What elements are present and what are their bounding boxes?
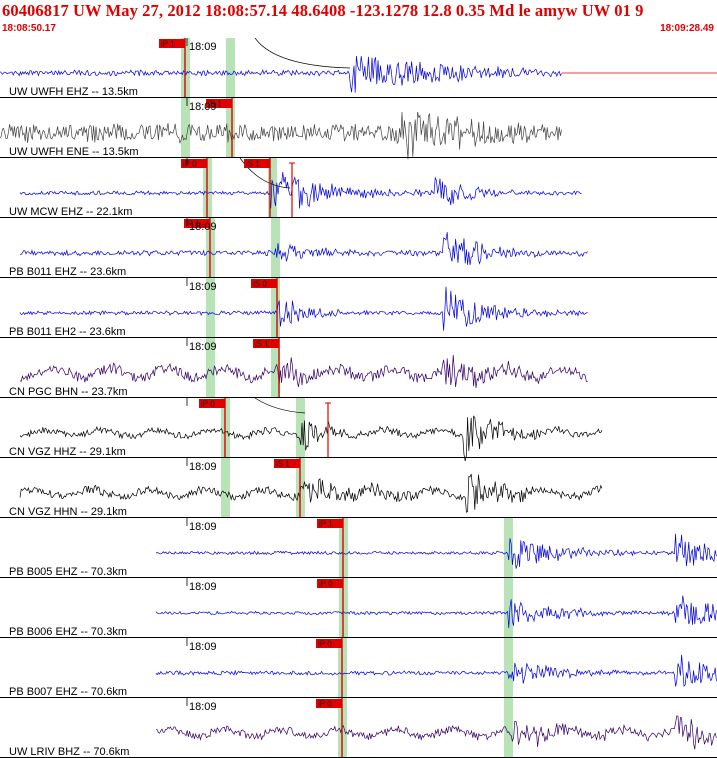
waveform-trace	[155, 654, 717, 687]
analysis-window	[221, 458, 230, 518]
pick-flag[interactable]	[206, 99, 232, 108]
waveform-trace	[155, 595, 717, 629]
waveform-trace	[19, 415, 603, 462]
analysis-window	[504, 518, 513, 578]
pick-flag[interactable]	[253, 339, 279, 348]
waveform-trace	[0, 111, 562, 160]
analysis-window	[271, 218, 280, 278]
pick-flag[interactable]	[316, 699, 342, 708]
station-label: UW MCW EHZ -- 22.1km	[9, 206, 132, 218]
pick-flag-label: iP 0	[318, 640, 332, 649]
pick-flag[interactable]	[184, 219, 210, 228]
time-mark: 18:09	[189, 581, 217, 593]
station-label: UW UWFH EHZ -- 13.5km	[9, 86, 138, 98]
analysis-window	[504, 698, 513, 758]
pick-flag[interactable]	[181, 159, 207, 168]
station-label: PB B006 EHZ -- 70.3km	[9, 626, 127, 638]
analysis-window	[226, 98, 235, 158]
time-mark: 18:09	[189, 221, 217, 233]
analysis-window	[206, 338, 215, 398]
pick-flag-label: iP 1	[161, 40, 175, 49]
waveform-trace	[19, 171, 582, 209]
start-time-label: 18:08:50.17	[2, 23, 56, 34]
analysis-window	[268, 158, 277, 218]
station-label: CN PGC BHN -- 23.7km	[9, 386, 128, 398]
arrival-curve	[254, 38, 351, 69]
time-mark: 18:09	[189, 281, 217, 293]
station-label: UW LRIV BHZ -- 70.6km	[9, 746, 129, 758]
event-header: 60406817 UW May 27, 2012 18:08:57.14 48.…	[0, 0, 717, 38]
time-mark: 18:09	[189, 41, 217, 53]
station-label: CN VGZ HHZ -- 29.1km	[9, 446, 126, 458]
time-mark: 18:09	[189, 521, 217, 533]
pick-flag[interactable]	[199, 399, 225, 408]
pick-flag-label: iS 1	[255, 340, 269, 349]
time-mark: 18:09	[189, 701, 217, 713]
arrival-curve	[239, 157, 291, 189]
pick-flag[interactable]	[317, 579, 343, 588]
event-title: 60406817 UW May 27, 2012 18:08:57.14 48.…	[2, 1, 644, 20]
pick-flag[interactable]	[274, 459, 300, 468]
waveform-trace	[0, 55, 562, 93]
pick-flag[interactable]	[316, 639, 342, 648]
pick-flag[interactable]	[251, 279, 277, 288]
time-mark: 18:09	[189, 341, 217, 353]
waveform-trace	[155, 533, 717, 569]
station-label: CN VGZ HHN -- 29.1km	[9, 506, 127, 518]
waveform-trace	[155, 715, 717, 750]
waveform-trace	[19, 473, 603, 513]
end-time-label: 18:09:28.49	[660, 23, 714, 34]
waveform-trace	[19, 286, 588, 331]
pick-flag-label: iP 0	[319, 580, 333, 589]
pick-flag-label: iS 1	[208, 100, 222, 109]
analysis-window	[226, 38, 235, 98]
pick-flag-label: iS 1	[276, 460, 290, 469]
pick-flag-label: iP 1	[186, 220, 200, 229]
pick-flag-label: iP 1	[319, 520, 333, 529]
station-label: UW UWFH ENE -- 13.5km	[9, 146, 139, 158]
pick-flag-label: iS 0	[253, 280, 267, 289]
station-label: PB B011 EH2 -- 23.6km	[9, 326, 126, 338]
analysis-window	[296, 398, 305, 458]
pick-flag-label: iP 0	[183, 160, 197, 169]
arrival-curve	[254, 397, 306, 414]
station-label: PB B011 EHZ -- 23.6km	[9, 266, 126, 278]
analysis-window	[504, 638, 513, 698]
waveform-trace	[19, 354, 588, 389]
pick-flag-label: iS 1	[246, 160, 260, 169]
time-mark: 18:09	[189, 461, 217, 473]
time-mark: 18:09	[189, 101, 217, 113]
analysis-window	[504, 578, 513, 638]
time-mark: 18:09	[189, 641, 217, 653]
station-label: PB B005 EHZ -- 70.3km	[9, 566, 127, 578]
analysis-window	[181, 98, 190, 158]
analysis-window	[271, 278, 280, 338]
pick-flag[interactable]	[244, 159, 270, 168]
pick-flag[interactable]	[317, 519, 343, 528]
pick-flag-label: iP 0	[201, 400, 215, 409]
pick-flag-label: iP 0	[318, 700, 332, 709]
station-label: PB B007 EHZ -- 70.6km	[9, 686, 127, 698]
pick-flag[interactable]	[159, 39, 185, 48]
analysis-window	[206, 278, 215, 338]
waveform-trace	[19, 232, 588, 266]
